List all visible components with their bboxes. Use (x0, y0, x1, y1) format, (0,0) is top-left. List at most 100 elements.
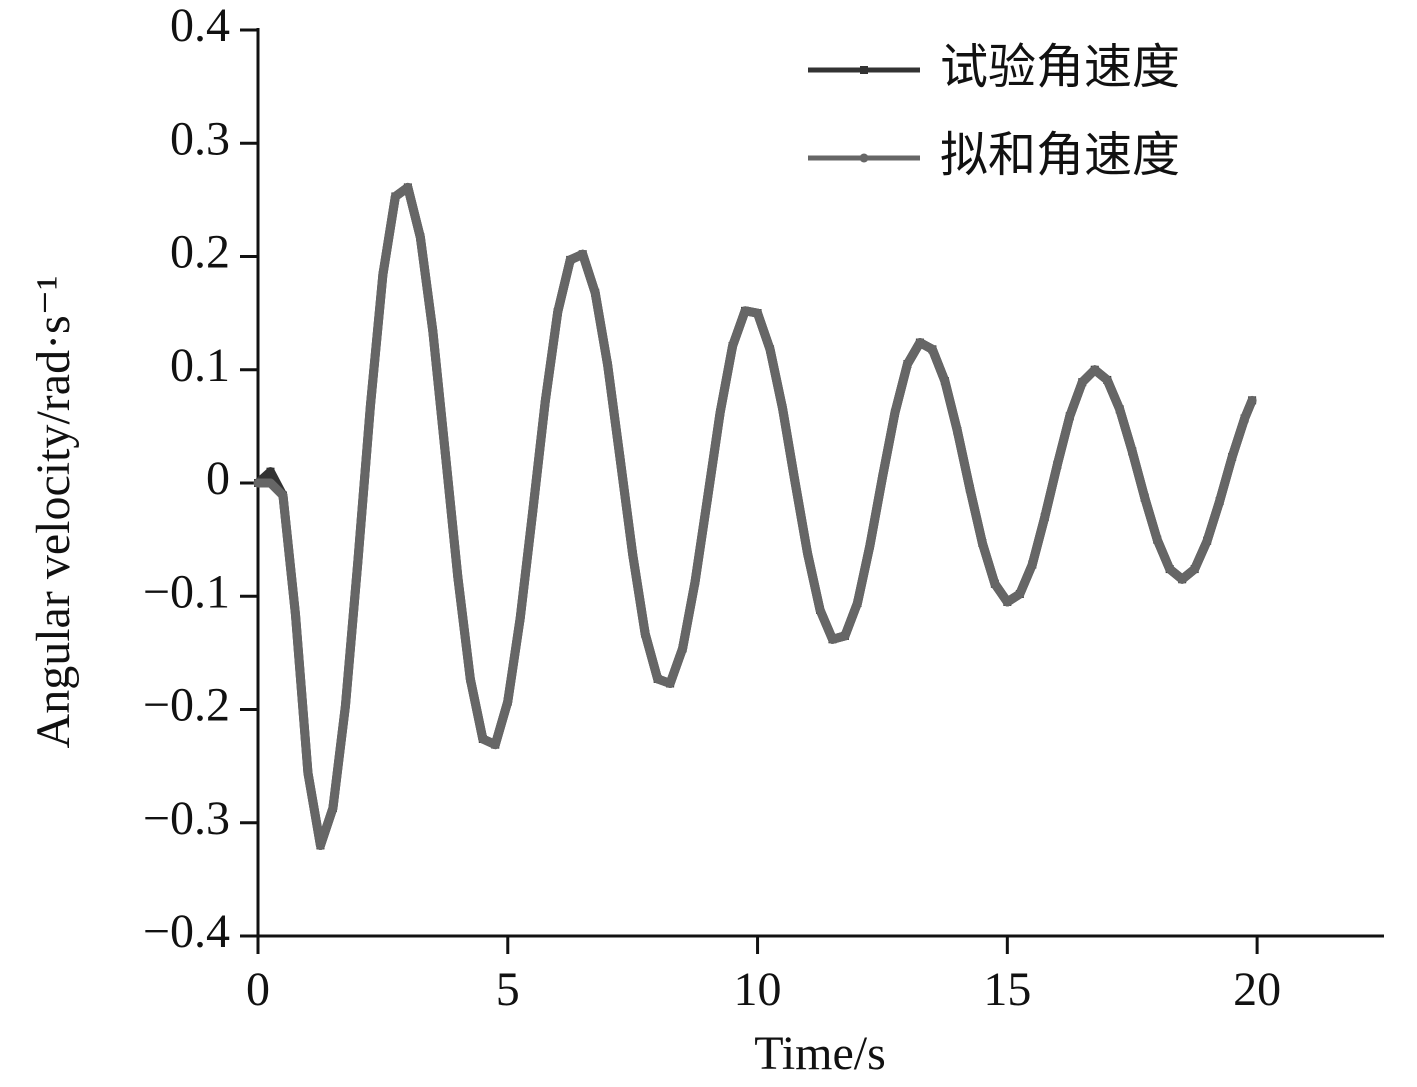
data-point (578, 249, 588, 259)
data-point (315, 840, 325, 850)
data-point (940, 376, 950, 386)
data-point (678, 643, 688, 653)
data-point (1040, 512, 1050, 522)
x-axis-label: Time/s (754, 1027, 886, 1080)
data-point (540, 396, 550, 406)
data-point (478, 734, 488, 744)
data-point (415, 232, 425, 242)
data-point (353, 556, 363, 566)
x-tick-label: 10 (734, 963, 782, 1016)
data-point (403, 182, 413, 192)
data-point (765, 344, 775, 354)
data-point (827, 634, 837, 644)
data-point (390, 191, 400, 201)
y-tick-label: 0.4 (170, 0, 230, 52)
x-tick-label: 15 (983, 963, 1031, 1016)
data-point (927, 344, 937, 354)
data-point (753, 308, 763, 318)
series-line (258, 182, 1257, 850)
data-point (840, 631, 850, 641)
legend-marker (860, 66, 868, 74)
data-point (266, 467, 275, 476)
data-point (1065, 411, 1075, 421)
data-point (1227, 452, 1237, 462)
data-point (253, 478, 263, 488)
data-point (915, 338, 925, 348)
x-tick-label: 0 (246, 963, 270, 1016)
data-point (453, 572, 463, 582)
data-point (1090, 365, 1100, 375)
data-point (490, 740, 500, 750)
data-point (1240, 413, 1250, 423)
y-tick-label: 0 (206, 452, 230, 505)
data-point (902, 359, 912, 369)
data-point (865, 540, 875, 550)
data-point (265, 478, 275, 488)
data-point (1002, 597, 1012, 607)
data-point (1077, 377, 1087, 387)
data-point (877, 472, 887, 482)
x-tick-label: 5 (496, 963, 520, 1016)
data-point (1165, 564, 1175, 574)
data-point (1247, 395, 1257, 405)
data-point (290, 609, 300, 619)
data-point (1102, 375, 1112, 385)
data-point (890, 408, 900, 418)
legend-marker (859, 153, 869, 163)
data-point (278, 490, 288, 500)
data-point (1202, 536, 1212, 546)
y-tick-label: −0.3 (143, 792, 230, 845)
data-point (1052, 460, 1062, 470)
data-point (303, 768, 313, 778)
data-point (378, 270, 388, 280)
x-tick-label: 20 (1233, 963, 1281, 1016)
data-point (1215, 496, 1225, 506)
data-point (740, 306, 750, 316)
data-point (528, 506, 538, 516)
y-axis-label: Angular velocity/rad·s⁻¹ (27, 276, 80, 749)
data-point (1027, 560, 1037, 570)
data-point (465, 674, 475, 684)
data-point (703, 493, 713, 503)
y-tick-label: −0.1 (143, 565, 230, 618)
legend-label: 试验角速度 (940, 41, 1180, 94)
data-point (640, 629, 650, 639)
data-point (340, 701, 350, 711)
y-tick-label: 0.2 (170, 226, 230, 279)
data-point (715, 408, 725, 418)
data-point (628, 549, 638, 559)
y-tick-label: −0.4 (143, 905, 230, 958)
y-tick-label: 0.1 (170, 339, 230, 392)
data-point (615, 454, 625, 464)
data-point (365, 401, 375, 411)
data-point (965, 484, 975, 494)
data-point (778, 403, 788, 413)
data-point (503, 697, 513, 707)
data-point (1140, 493, 1150, 503)
data-point (1115, 404, 1125, 414)
data-point (565, 255, 575, 265)
data-point (328, 803, 338, 813)
data-point (1152, 535, 1162, 545)
y-tick-label: 0.3 (170, 112, 230, 165)
data-point (990, 579, 1000, 589)
data-point (790, 477, 800, 487)
data-point (515, 613, 525, 623)
data-point (1190, 564, 1200, 574)
data-point (1127, 446, 1137, 456)
data-point (815, 605, 825, 615)
data-point (952, 426, 962, 436)
data-point (653, 674, 663, 684)
data-point (428, 326, 438, 336)
legend-label: 拟和角速度 (940, 129, 1180, 182)
data-point (603, 360, 613, 370)
data-point (440, 449, 450, 459)
y-tick-label: −0.2 (143, 679, 230, 732)
data-point (590, 288, 600, 298)
data-point (852, 598, 862, 608)
series-line (254, 182, 1257, 850)
data-point (803, 548, 813, 558)
data-point (1015, 589, 1025, 599)
data-point (690, 577, 700, 587)
